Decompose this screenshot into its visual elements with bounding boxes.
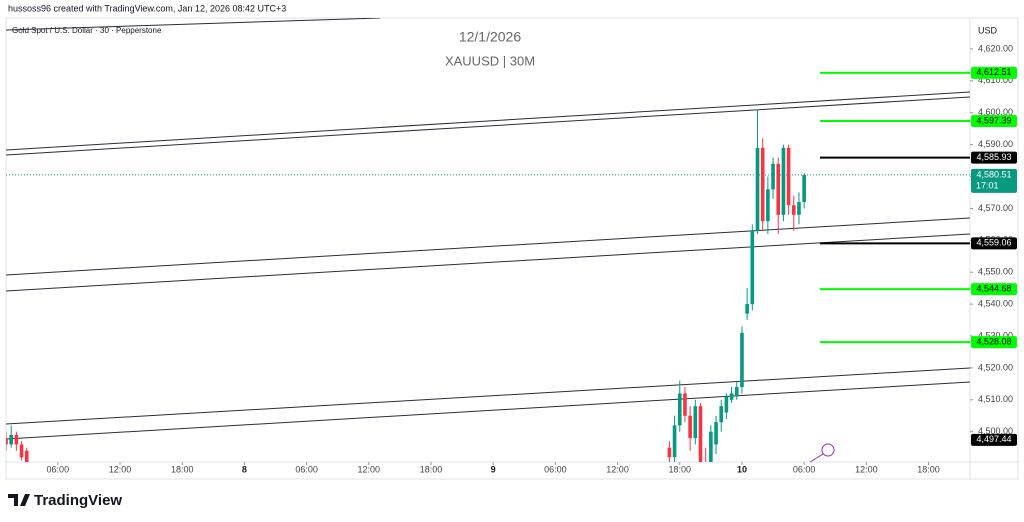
level-badge xyxy=(971,336,1017,349)
candle-body xyxy=(797,202,801,215)
x-tick-label: 8 xyxy=(242,464,247,474)
alert-circle[interactable] xyxy=(821,443,835,457)
y-tick-label: 4,500.00 xyxy=(978,426,1013,436)
logo-mark xyxy=(8,494,30,506)
trend-line xyxy=(6,233,970,292)
y-tick-label: 4,530.00 xyxy=(978,330,1013,340)
candle-body xyxy=(667,447,672,458)
countdown: 17:01 xyxy=(976,180,999,190)
y-tick-label: 4,550.00 xyxy=(978,267,1013,277)
x-tick-label: 12:00 xyxy=(358,464,381,474)
y-tick-label: 4,540.00 xyxy=(978,298,1013,308)
candle-body xyxy=(698,406,703,462)
x-tick-label: 18:00 xyxy=(668,464,691,474)
x-tick-label: 12:00 xyxy=(855,464,878,474)
logo: TradingView xyxy=(8,492,122,509)
level-label: 4,544.68 xyxy=(976,284,1011,294)
symbol: Gold Spot / U.S. Dollar · 30 · Peppersto… xyxy=(12,26,162,35)
candle-body xyxy=(781,147,786,215)
candle-body xyxy=(704,464,708,477)
x-tick-label: 06:00 xyxy=(793,464,816,474)
candle-body xyxy=(24,450,29,462)
candle-body xyxy=(9,434,13,445)
level-label: 4,612.51 xyxy=(976,67,1011,77)
candle-body xyxy=(771,163,775,190)
candle-body xyxy=(734,387,739,397)
trend-line xyxy=(6,18,381,31)
candle-body xyxy=(802,174,806,203)
currency: USD xyxy=(978,25,998,35)
candle-body xyxy=(714,422,718,445)
x-tick-label: 06:00 xyxy=(544,464,567,474)
candle-body xyxy=(14,434,19,445)
trend-line xyxy=(6,217,970,276)
level-label: 4,597.39 xyxy=(976,115,1011,125)
candle-body xyxy=(729,393,734,400)
y-tick-label: 4,570.00 xyxy=(978,203,1013,213)
level-label: 4,528.08 xyxy=(976,337,1011,347)
logo-text: TradingView xyxy=(34,492,122,509)
chart-title: 12/1/2026 xyxy=(459,29,521,45)
candle-body xyxy=(6,438,8,445)
candle-body xyxy=(760,147,765,222)
candle-body xyxy=(683,393,687,416)
trend-lines xyxy=(6,18,970,440)
plot-area xyxy=(6,109,970,477)
candle-body xyxy=(677,393,682,426)
level-label: 4,497.44 xyxy=(976,434,1011,444)
x-tick-label: 9 xyxy=(491,464,496,474)
candle-body xyxy=(750,230,755,305)
candle-body xyxy=(745,304,749,314)
y-tick-label: 4,510.00 xyxy=(978,394,1013,404)
x-tick-label: 18:00 xyxy=(420,464,443,474)
x-tick-label: 12:00 xyxy=(606,464,629,474)
candle-body xyxy=(776,163,781,215)
chart-subtitle: XAUUSD | 30M xyxy=(445,53,535,68)
level-label: 4,559.06 xyxy=(976,238,1011,248)
x-tick-label: 18:00 xyxy=(171,464,194,474)
candle-body xyxy=(786,147,791,206)
level-badge xyxy=(971,66,1017,79)
last-price-label: 4,580.51 xyxy=(976,169,1011,179)
level-badge xyxy=(971,283,1017,296)
candle-body xyxy=(688,415,692,439)
y-tick-label: 4,600.00 xyxy=(978,107,1013,117)
candle-body xyxy=(791,205,796,215)
x-tick-label: 06:00 xyxy=(295,464,318,474)
candle-body xyxy=(693,406,698,439)
trend-line xyxy=(6,96,970,156)
y-tick-label: 4,590.00 xyxy=(978,139,1013,149)
trend-line xyxy=(6,367,970,425)
y-tick-label: 4,520.00 xyxy=(978,362,1013,372)
x-tick-label: 10 xyxy=(737,464,747,474)
trend-line xyxy=(6,381,970,440)
candle-body xyxy=(755,147,760,231)
y-tick-label: 4,610.00 xyxy=(978,75,1013,85)
candle-body xyxy=(672,425,677,458)
trend-line xyxy=(6,91,970,151)
alert-icon[interactable] xyxy=(809,443,835,463)
level-label: 4,585.93 xyxy=(976,152,1011,162)
x-tick-label: 12:00 xyxy=(109,464,132,474)
candle-body xyxy=(740,332,744,388)
last-price-badge xyxy=(971,168,1017,193)
candle-body xyxy=(719,406,724,423)
level-badge xyxy=(971,115,1017,128)
x-tick-label: 18:00 xyxy=(917,464,940,474)
x-tick-label: 06:00 xyxy=(47,464,70,474)
level-badge xyxy=(971,433,1017,446)
candle-body xyxy=(766,189,770,222)
level-badge xyxy=(971,237,1017,250)
level-badge xyxy=(971,151,1017,164)
header: hussoss96 created with TradingView.com, … xyxy=(8,3,286,13)
candle-body xyxy=(709,431,713,462)
frame xyxy=(5,17,1019,480)
y-tick-label: 4,620.00 xyxy=(978,43,1013,53)
alert-stem xyxy=(809,453,824,463)
candle-body xyxy=(724,396,729,413)
candle-body xyxy=(19,444,24,458)
